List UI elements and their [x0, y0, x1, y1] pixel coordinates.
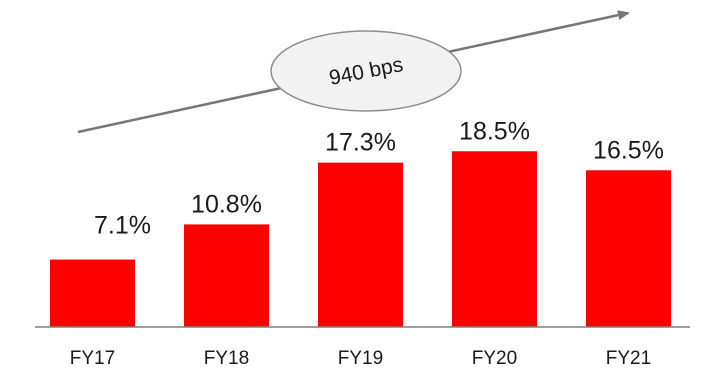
value-label-fy20: 18.5% [459, 117, 530, 145]
bar-fy19 [318, 162, 403, 327]
x-tick-fy20: FY20 [472, 348, 517, 369]
value-label-fy21: 16.5% [593, 136, 664, 164]
bar-fy18 [184, 224, 269, 327]
value-label-fy17: 7.1% [94, 212, 151, 240]
value-labels-group: 7.1% 10.8% 17.3% 18.5% 16.5% [94, 117, 664, 239]
value-label-fy19: 17.3% [325, 129, 396, 157]
bar-fy21 [586, 170, 671, 327]
x-tick-fy19: FY19 [338, 348, 383, 369]
x-tick-labels-group: FY17 FY18 FY19 FY20 FY21 [70, 348, 651, 369]
annotation-ellipse [270, 30, 462, 112]
x-tick-fy17: FY17 [70, 348, 115, 369]
x-tick-fy21: FY21 [606, 348, 651, 369]
bars-group [50, 151, 671, 327]
bar-fy17 [50, 259, 135, 327]
x-tick-fy18: FY18 [204, 348, 249, 369]
bar-fy20 [452, 151, 537, 327]
value-label-fy18: 10.8% [191, 190, 262, 218]
